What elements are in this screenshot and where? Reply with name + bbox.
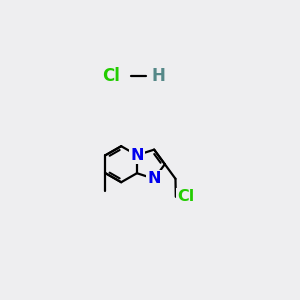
Text: Cl: Cl xyxy=(177,189,194,204)
Text: N: N xyxy=(130,148,144,163)
Text: N: N xyxy=(147,171,161,186)
Text: H: H xyxy=(152,68,165,85)
Text: Cl: Cl xyxy=(102,68,120,85)
